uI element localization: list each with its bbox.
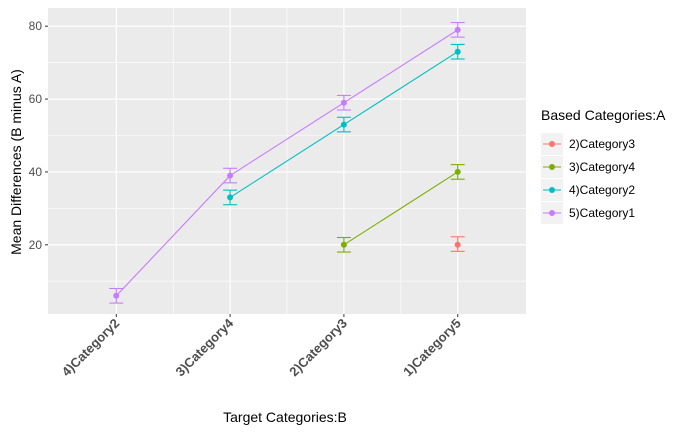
data-point	[113, 292, 120, 299]
legend-title: Based Categories:A	[541, 107, 666, 123]
x-axis-title: Target Categories:B	[223, 409, 347, 425]
grid-major	[48, 8, 526, 314]
legend-label: 2)Category3	[569, 137, 635, 151]
legend-label: 5)Category1	[569, 206, 635, 220]
series-line	[115, 29, 459, 297]
legend-label: 3)Category4	[569, 160, 635, 174]
data-point	[454, 168, 461, 175]
legend-label: 4)Category2	[569, 183, 635, 197]
legend-key-point	[549, 164, 555, 170]
y-tick-label: 40	[29, 165, 43, 179]
x-tick-label: 3)Category4	[172, 315, 236, 379]
series-layer	[109, 22, 465, 304]
x-axis-ticks: 4)Category2 3)Category4 2)Category3 1)Categ…	[59, 314, 464, 379]
data-point	[454, 241, 461, 248]
x-tick-label: 1)Category5	[400, 316, 464, 380]
y-axis-title: Mean Differences (B minus A)	[8, 69, 24, 255]
legend-key	[541, 179, 563, 201]
data-point	[340, 99, 347, 106]
data-point	[340, 241, 347, 248]
x-tick-label: 4)Category2	[59, 316, 123, 380]
legend-key-point	[549, 141, 555, 147]
data-point	[340, 121, 347, 128]
legend-key-point	[549, 187, 555, 193]
y-axis-ticks: 20 40 60 80	[29, 19, 48, 252]
data-point	[227, 172, 234, 179]
legend: Based Categories:A 2)Category3 3)Category…	[541, 107, 666, 224]
data-point	[454, 48, 461, 55]
legend-key	[541, 202, 563, 224]
series-3)Category4	[336, 164, 465, 253]
series-line	[343, 171, 459, 246]
y-tick-label: 80	[29, 19, 43, 33]
legend-key-point	[549, 210, 555, 216]
data-point	[454, 26, 461, 33]
y-tick-label: 60	[29, 92, 43, 106]
series-4)Category2	[223, 43, 465, 206]
series-5)Category1	[109, 22, 465, 304]
y-tick-label: 20	[29, 238, 43, 252]
series-2)Category3	[450, 236, 465, 252]
x-tick-label: 2)Category3	[286, 316, 350, 380]
legend-key	[541, 133, 563, 155]
data-point	[227, 194, 234, 201]
legend-key	[541, 156, 563, 178]
